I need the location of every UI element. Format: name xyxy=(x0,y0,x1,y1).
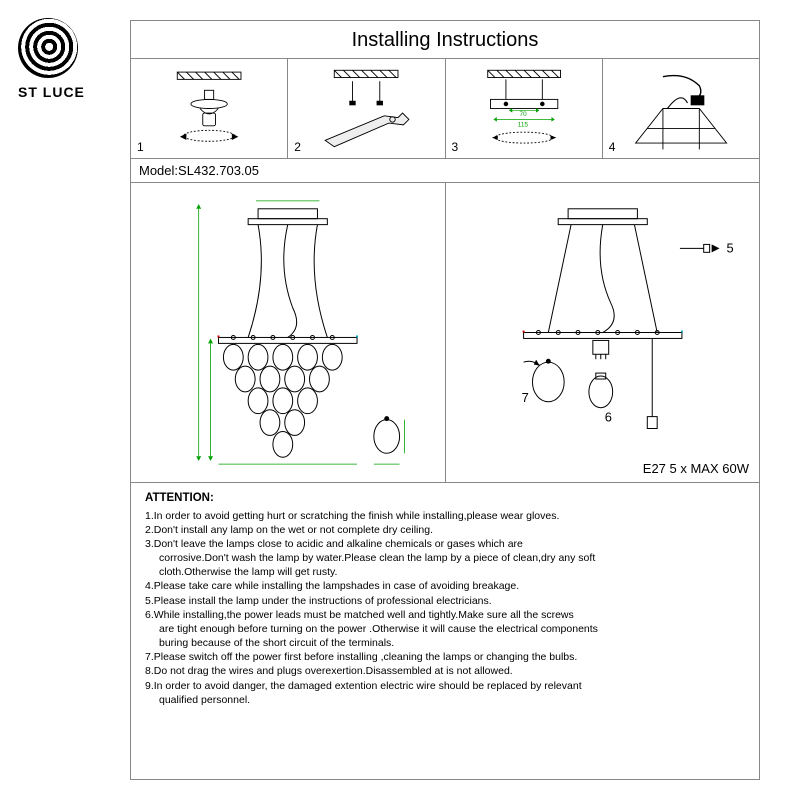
step4-drawing xyxy=(607,63,755,154)
model-value: SL432.703.05 xyxy=(178,163,259,178)
dim-115: 115 xyxy=(517,122,528,129)
step1-drawing xyxy=(135,63,283,154)
step1-number: 1 xyxy=(137,140,144,154)
page-title: Installing Instructions xyxy=(131,21,759,59)
callout-7: 7 xyxy=(521,390,528,405)
callout-5: 5 xyxy=(726,240,733,255)
attention-block: ATTENTION: 1.In order to avoid getting h… xyxy=(131,483,759,779)
att-9: 9.In order to avoid danger, the damaged … xyxy=(145,679,745,693)
step4-number: 4 xyxy=(609,140,616,154)
logo-spiral-icon xyxy=(18,18,78,78)
att-9b: qualified personnel. xyxy=(145,693,745,707)
step3-drawing: 70 115 xyxy=(450,63,598,154)
instruction-sheet: Installing Instructions xyxy=(130,20,760,780)
callout-6: 6 xyxy=(604,410,611,425)
att-3c: cloth.Otherwise the lamp will get rusty. xyxy=(145,565,745,579)
step2-number: 2 xyxy=(294,140,301,154)
step3-number: 3 xyxy=(452,140,459,154)
step-4: 4 xyxy=(603,59,759,158)
att-7: 7.Please switch off the power first befo… xyxy=(145,650,745,664)
dim-70: 70 xyxy=(519,111,527,118)
att-6: 6.While installing,the power leads must … xyxy=(145,608,745,622)
diagrams-row: 5 6 7 E27 5 x MAX 60W xyxy=(131,183,759,483)
step-1: 1 xyxy=(131,59,288,158)
att-1: 1.In order to avoid getting hurt or scra… xyxy=(145,509,745,523)
brand-name: ST LUCE xyxy=(18,84,118,100)
model-label: Model: xyxy=(139,163,178,178)
step2-drawing xyxy=(292,63,440,154)
att-6c: buring because of the short circuit of t… xyxy=(145,636,745,650)
diagram-assembly: 5 6 7 E27 5 x MAX 60W xyxy=(446,183,760,482)
step-2: 2 xyxy=(288,59,445,158)
att-5: 5.Please install the lamp under the inst… xyxy=(145,594,745,608)
step-3: 70 115 3 xyxy=(446,59,603,158)
att-8: 8.Do not drag the wires and plugs overex… xyxy=(145,664,745,678)
bulb-spec: E27 5 x MAX 60W xyxy=(643,461,749,476)
diagram-dimensions xyxy=(131,183,446,482)
brand-logo: ST LUCE xyxy=(18,18,118,100)
steps-row: 1 2 xyxy=(131,59,759,159)
att-4: 4.Please take care while installing the … xyxy=(145,579,745,593)
model-row: Model:SL432.703.05 xyxy=(131,159,759,183)
attention-title: ATTENTION: xyxy=(145,491,745,507)
att-3: 3.Don't leave the lamps close to acidic … xyxy=(145,537,745,551)
att-6b: are tight enough before turning on the p… xyxy=(145,622,745,636)
att-3b: corrosive.Don't wash the lamp by water.P… xyxy=(145,551,745,565)
att-2: 2.Don't install any lamp on the wet or n… xyxy=(145,523,745,537)
